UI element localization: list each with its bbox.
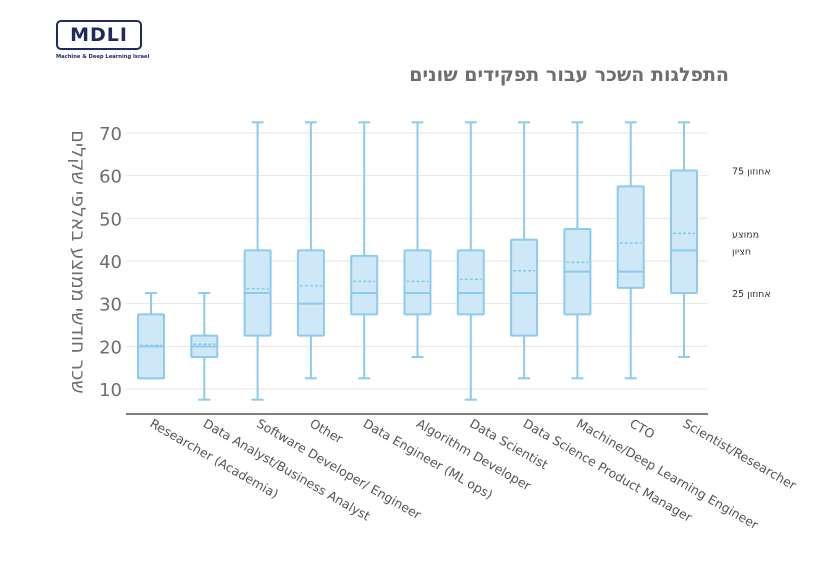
y-tick-label: 60 (99, 167, 122, 188)
box-7 (456, 121, 485, 401)
logo-subtitle: Machine & Deep Learning Israel (56, 54, 150, 60)
logo: MDLI Machine & Deep Learning Israel (56, 18, 150, 64)
annotation-label: ממוצע (732, 229, 759, 240)
y-tick-label: 30 (99, 295, 122, 316)
x-tick-label: Other (307, 416, 346, 447)
y-tick-label: 40 (99, 252, 122, 273)
chart-title: התפלגות השכר עבור תפקידים שונים (409, 64, 729, 86)
box-5 (350, 121, 379, 380)
annotation-label: אחוזון 25 (732, 289, 771, 300)
y-tick-label: 50 (99, 209, 122, 230)
annotation-label: חציון (732, 246, 751, 257)
box-10 (616, 121, 645, 380)
logo-text: MDLI (56, 20, 142, 50)
x-tick-label: Scientist/Researcher (681, 416, 800, 493)
iqr-box (616, 185, 645, 289)
box-4 (296, 121, 325, 380)
y-tick-label: 10 (99, 380, 122, 401)
iqr-box (296, 249, 325, 337)
y-tick-label: 20 (99, 337, 122, 358)
iqr-box (350, 254, 379, 316)
box-11 (670, 121, 698, 358)
y-axis-label: שכר חודשי ממוצע באלפי שקלים (67, 130, 89, 393)
annotation-label: אחוזון 75 (732, 167, 771, 178)
iqr-box (456, 249, 485, 316)
box-6 (403, 121, 432, 358)
iqr-box (510, 238, 539, 337)
iqr-box (670, 169, 698, 294)
box-8 (510, 121, 539, 380)
box-3 (243, 121, 272, 401)
y-tick-label: 70 (99, 124, 122, 145)
box-1 (137, 292, 165, 380)
iqr-box (403, 249, 432, 316)
x-tick-label: CTO (627, 416, 657, 442)
box-9 (563, 121, 592, 380)
box-2 (190, 292, 219, 401)
